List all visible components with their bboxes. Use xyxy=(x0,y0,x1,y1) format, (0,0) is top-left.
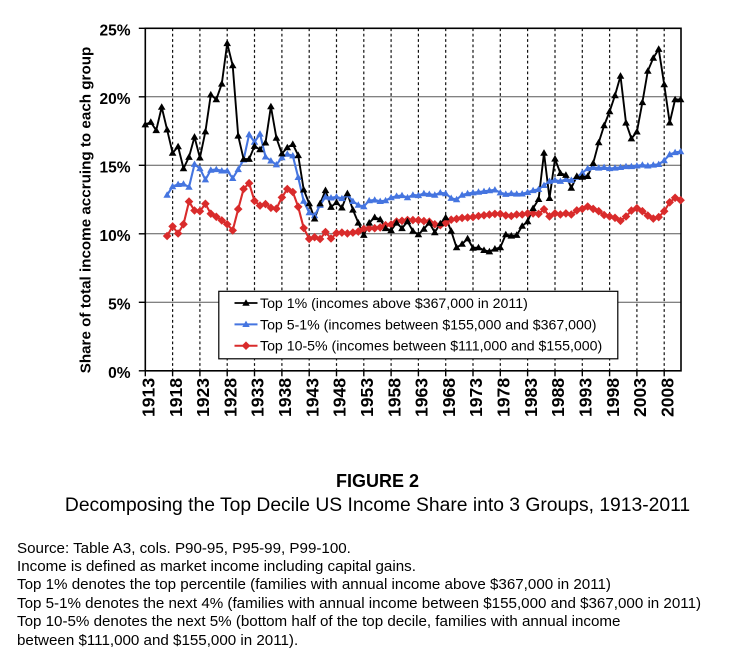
svg-text:1948: 1948 xyxy=(330,378,350,417)
svg-text:1998: 1998 xyxy=(603,378,623,417)
svg-text:2003: 2003 xyxy=(630,378,650,417)
svg-text:1973: 1973 xyxy=(466,378,486,417)
svg-text:1983: 1983 xyxy=(521,378,541,417)
svg-text:1963: 1963 xyxy=(412,378,432,417)
svg-text:10%: 10% xyxy=(99,228,130,245)
svg-text:1933: 1933 xyxy=(248,378,268,417)
svg-text:Top 1% (incomes above $367,000: Top 1% (incomes above $367,000 in 2011) xyxy=(260,295,528,311)
svg-text:Top 5-1% (incomes between $155: Top 5-1% (incomes between $155,000 and $… xyxy=(260,316,596,332)
svg-text:15%: 15% xyxy=(99,159,130,176)
svg-text:1938: 1938 xyxy=(275,378,295,417)
svg-text:1923: 1923 xyxy=(193,378,213,417)
svg-text:1993: 1993 xyxy=(576,378,596,417)
svg-text:1968: 1968 xyxy=(439,378,459,417)
svg-text:5%: 5% xyxy=(108,296,131,313)
svg-text:2008: 2008 xyxy=(657,378,677,417)
svg-text:1928: 1928 xyxy=(220,378,240,417)
svg-text:1943: 1943 xyxy=(302,378,322,417)
svg-text:1978: 1978 xyxy=(494,378,514,417)
svg-text:1988: 1988 xyxy=(548,378,568,417)
svg-text:Share of total income accruing: Share of total income accruing to each g… xyxy=(77,47,94,374)
svg-text:1913: 1913 xyxy=(139,378,159,417)
svg-text:20%: 20% xyxy=(99,91,130,108)
svg-text:0%: 0% xyxy=(108,365,131,382)
svg-text:1918: 1918 xyxy=(166,378,186,417)
svg-text:1958: 1958 xyxy=(384,378,404,417)
svg-text:1953: 1953 xyxy=(357,378,377,417)
svg-text:25%: 25% xyxy=(99,22,130,39)
svg-text:Top 10-5% (incomes between $11: Top 10-5% (incomes between $111,000 and … xyxy=(260,338,602,354)
